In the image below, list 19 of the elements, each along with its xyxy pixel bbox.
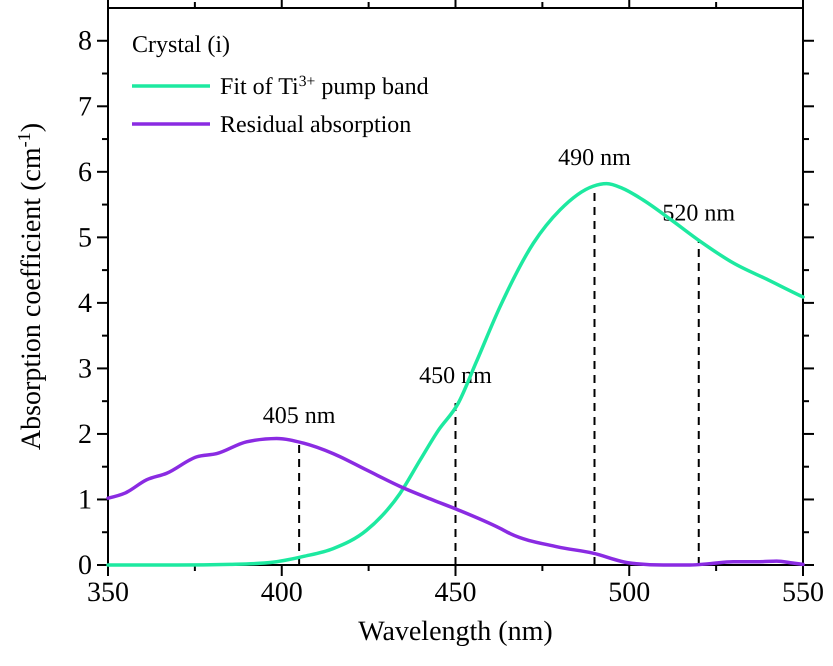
x-tick-label: 400 — [260, 576, 303, 608]
y-tick-label: 8 — [78, 26, 92, 57]
y-tick-label: 5 — [78, 222, 92, 254]
y-tick-label: 3 — [78, 353, 92, 384]
legend-title: Crystal (i) — [132, 32, 230, 58]
x-tick-label: 500 — [608, 576, 650, 608]
y-tick-label: 2 — [78, 418, 92, 450]
legend-label: Residual absorption — [220, 112, 412, 138]
x-axis-title: Wavelength (nm) — [358, 616, 553, 647]
x-tick-label: 450 — [434, 576, 476, 608]
annotation: 490 nm — [558, 144, 632, 171]
y-tick-label: 7 — [78, 91, 92, 122]
annotation: 520 nm — [662, 200, 736, 227]
y-tick-label: 6 — [78, 156, 92, 188]
y-tick-label: 4 — [78, 288, 92, 319]
legend-label: Fit of Ti$^{3+}$ pump band — [220, 72, 429, 100]
y-tick-label: 1 — [78, 484, 92, 516]
x-tick-label: 550 — [782, 576, 824, 608]
annotation: 405 nm — [262, 403, 336, 430]
